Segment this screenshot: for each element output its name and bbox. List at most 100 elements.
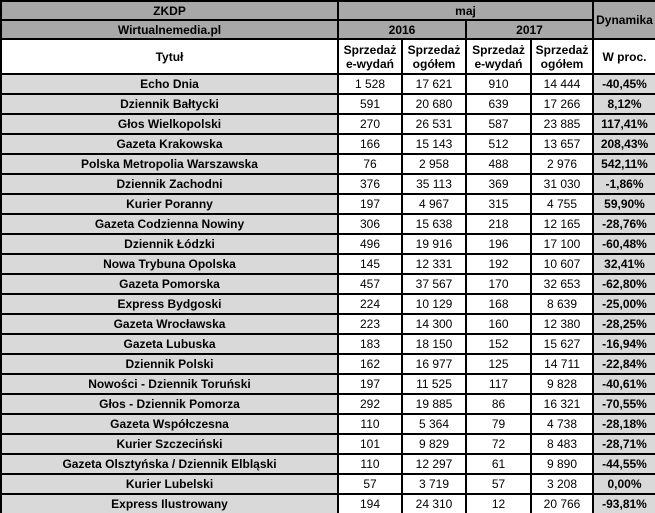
ogolem-2016-cell: 16 977 xyxy=(401,353,467,375)
column-header-title: Tytuł xyxy=(0,38,339,75)
table-row: Głos Wielkopolski 270 26 531 587 23 885 117,4… xyxy=(0,113,655,135)
e-wydan-2017-cell: 57 xyxy=(465,473,532,495)
ogolem-2017-cell: 12 380 xyxy=(530,313,594,335)
ogolem-2017-cell: 9 828 xyxy=(530,373,594,395)
table-row: Express Ilustrowany 194 24 310 12 20 766 -93,… xyxy=(0,493,655,513)
e-wydan-2016-cell: 145 xyxy=(337,253,403,275)
e-wydan-2016-cell: 76 xyxy=(337,153,403,175)
ogolem-2017-cell: 10 607 xyxy=(530,253,594,275)
e-wydan-2016-cell: 270 xyxy=(337,113,403,135)
ogolem-2017-cell: 31 030 xyxy=(530,173,594,195)
ogolem-2017-cell: 12 165 xyxy=(530,213,594,235)
dynamics-cell: 59,90% xyxy=(592,193,655,215)
newspaper-title-cell: Gazeta Codzienna Nowiny xyxy=(0,213,339,235)
source-label: Wirtualnemedia.pl xyxy=(0,19,339,40)
ogolem-2017-cell: 17 266 xyxy=(530,93,594,115)
ogolem-2016-cell: 17 621 xyxy=(401,73,467,95)
ogolem-2016-cell: 2 958 xyxy=(401,153,467,175)
e-wydan-2017-cell: 170 xyxy=(465,273,532,295)
ogolem-2017-cell: 20 766 xyxy=(530,493,594,513)
e-wydan-2017-cell: 168 xyxy=(465,293,532,315)
ogolem-2017-cell: 16 321 xyxy=(530,393,594,415)
dynamics-cell: -28,25% xyxy=(592,313,655,335)
e-wydan-2016-cell: 306 xyxy=(337,213,403,235)
table-row: Kurier Lubelski 57 3 719 57 3 208 0,00% xyxy=(0,473,655,495)
table-row: Gazeta Wrocławska 223 14 300 160 12 380 -28,2… xyxy=(0,313,655,335)
ogolem-2016-cell: 15 143 xyxy=(401,133,467,155)
ogolem-2016-cell: 10 129 xyxy=(401,293,467,315)
dynamics-cell: 542,11% xyxy=(592,153,655,175)
ogolem-2016-cell: 15 638 xyxy=(401,213,467,235)
dynamics-cell: 8,12% xyxy=(592,93,655,115)
e-wydan-2017-cell: 72 xyxy=(465,433,532,455)
e-wydan-2017-cell: 369 xyxy=(465,173,532,195)
header-row-org: ZKDP maj Dynamika xyxy=(0,0,655,40)
newspaper-title-cell: Echo Dnia xyxy=(0,73,339,95)
year-2017-label: 2017 xyxy=(465,19,594,40)
dynamics-cell: -25,00% xyxy=(592,293,655,315)
table-row: Gazeta Współczesna 110 5 364 79 4 738 -28,18% xyxy=(0,413,655,435)
ogolem-2016-cell: 19 916 xyxy=(401,233,467,255)
ogolem-2017-cell: 15 627 xyxy=(530,333,594,355)
month-label: maj xyxy=(337,0,594,21)
table-row: Polska Metropolia Warszawska 76 2 958 488 2 … xyxy=(0,153,655,175)
e-wydan-2016-cell: 166 xyxy=(337,133,403,155)
e-wydan-2017-cell: 117 xyxy=(465,373,532,395)
table-row: Express Bydgoski 224 10 129 168 8 639 -25,00% xyxy=(0,293,655,315)
newspaper-title-cell: Express Ilustrowany xyxy=(0,493,339,513)
table-body: Echo Dnia 1 528 17 621 910 14 444 -40,45% Dzie… xyxy=(0,73,655,513)
e-wydan-2016-cell: 57 xyxy=(337,473,403,495)
ogolem-2016-cell: 19 885 xyxy=(401,393,467,415)
ogolem-2017-cell: 23 885 xyxy=(530,113,594,135)
ogolem-2017-cell: 8 483 xyxy=(530,433,594,455)
newspaper-title-cell: Głos Wielkopolski xyxy=(0,113,339,135)
newspaper-title-cell: Dziennik Łódzki xyxy=(0,233,339,255)
table-row: Gazeta Pomorska 457 37 567 170 32 653 -62,80% xyxy=(0,273,655,295)
ogolem-2016-cell: 18 150 xyxy=(401,333,467,355)
dynamics-cell: -40,45% xyxy=(592,73,655,95)
dynamics-cell: -28,18% xyxy=(592,413,655,435)
ogolem-2016-cell: 12 331 xyxy=(401,253,467,275)
e-wydan-2017-cell: 196 xyxy=(465,233,532,255)
dynamics-cell: -28,76% xyxy=(592,213,655,235)
ogolem-2016-cell: 5 364 xyxy=(401,413,467,435)
dynamics-cell: 117,41% xyxy=(592,113,655,135)
column-header-e-wydan-2016: Sprzedaż e-wydań xyxy=(337,38,403,75)
dynamics-cell: 0,00% xyxy=(592,473,655,495)
dynamics-cell: -16,94% xyxy=(592,333,655,355)
newspaper-title-cell: Dziennik Bałtycki xyxy=(0,93,339,115)
ogolem-2017-cell: 14 711 xyxy=(530,353,594,375)
e-wydan-2017-cell: 639 xyxy=(465,93,532,115)
e-wydan-2016-cell: 591 xyxy=(337,93,403,115)
column-header-ogolem-2017: Sprzedaż ogółem xyxy=(530,38,594,75)
dynamics-cell: 32,41% xyxy=(592,253,655,275)
dynamics-cell: -1,86% xyxy=(592,173,655,195)
ogolem-2017-cell: 2 976 xyxy=(530,153,594,175)
ogolem-2016-cell: 12 297 xyxy=(401,453,467,475)
e-wydan-2016-cell: 194 xyxy=(337,493,403,513)
ogolem-2017-cell: 14 444 xyxy=(530,73,594,95)
dynamics-cell: -22,84% xyxy=(592,353,655,375)
e-wydan-2016-cell: 110 xyxy=(337,413,403,435)
header-row-years: Wirtualnemedia.pl 2016 2017 xyxy=(0,19,655,40)
table-row: Echo Dnia 1 528 17 621 910 14 444 -40,45% xyxy=(0,73,655,95)
table-row: Gazeta Lubuska 183 18 150 152 15 627 -16,94% xyxy=(0,333,655,355)
ogolem-2017-cell: 13 657 xyxy=(530,133,594,155)
ogolem-2016-cell: 24 310 xyxy=(401,493,467,513)
table-row: Kurier Szczeciński 101 9 829 72 8 483 -28,71% xyxy=(0,433,655,455)
newspaper-title-cell: Gazeta Wrocławska xyxy=(0,313,339,335)
newspaper-title-cell: Gazeta Krakowska xyxy=(0,133,339,155)
table-row: Dziennik Polski 162 16 977 125 14 711 -22,84% xyxy=(0,353,655,375)
table-row: Gazeta Krakowska 166 15 143 512 13 657 208,43… xyxy=(0,133,655,155)
e-wydan-2016-cell: 183 xyxy=(337,333,403,355)
column-header-ogolem-2016: Sprzedaż ogółem xyxy=(401,38,467,75)
newspaper-title-cell: Głos - Dziennik Pomorza xyxy=(0,393,339,415)
e-wydan-2017-cell: 587 xyxy=(465,113,532,135)
newspaper-title-cell: Nowości - Dziennik Toruński xyxy=(0,373,339,395)
ogolem-2016-cell: 9 829 xyxy=(401,433,467,455)
header-row-columns: Tytuł Sprzedaż e-wydań Sprzedaż ogółem S… xyxy=(0,38,655,75)
newspaper-title-cell: Kurier Poranny xyxy=(0,193,339,215)
newspaper-title-cell: Polska Metropolia Warszawska xyxy=(0,153,339,175)
